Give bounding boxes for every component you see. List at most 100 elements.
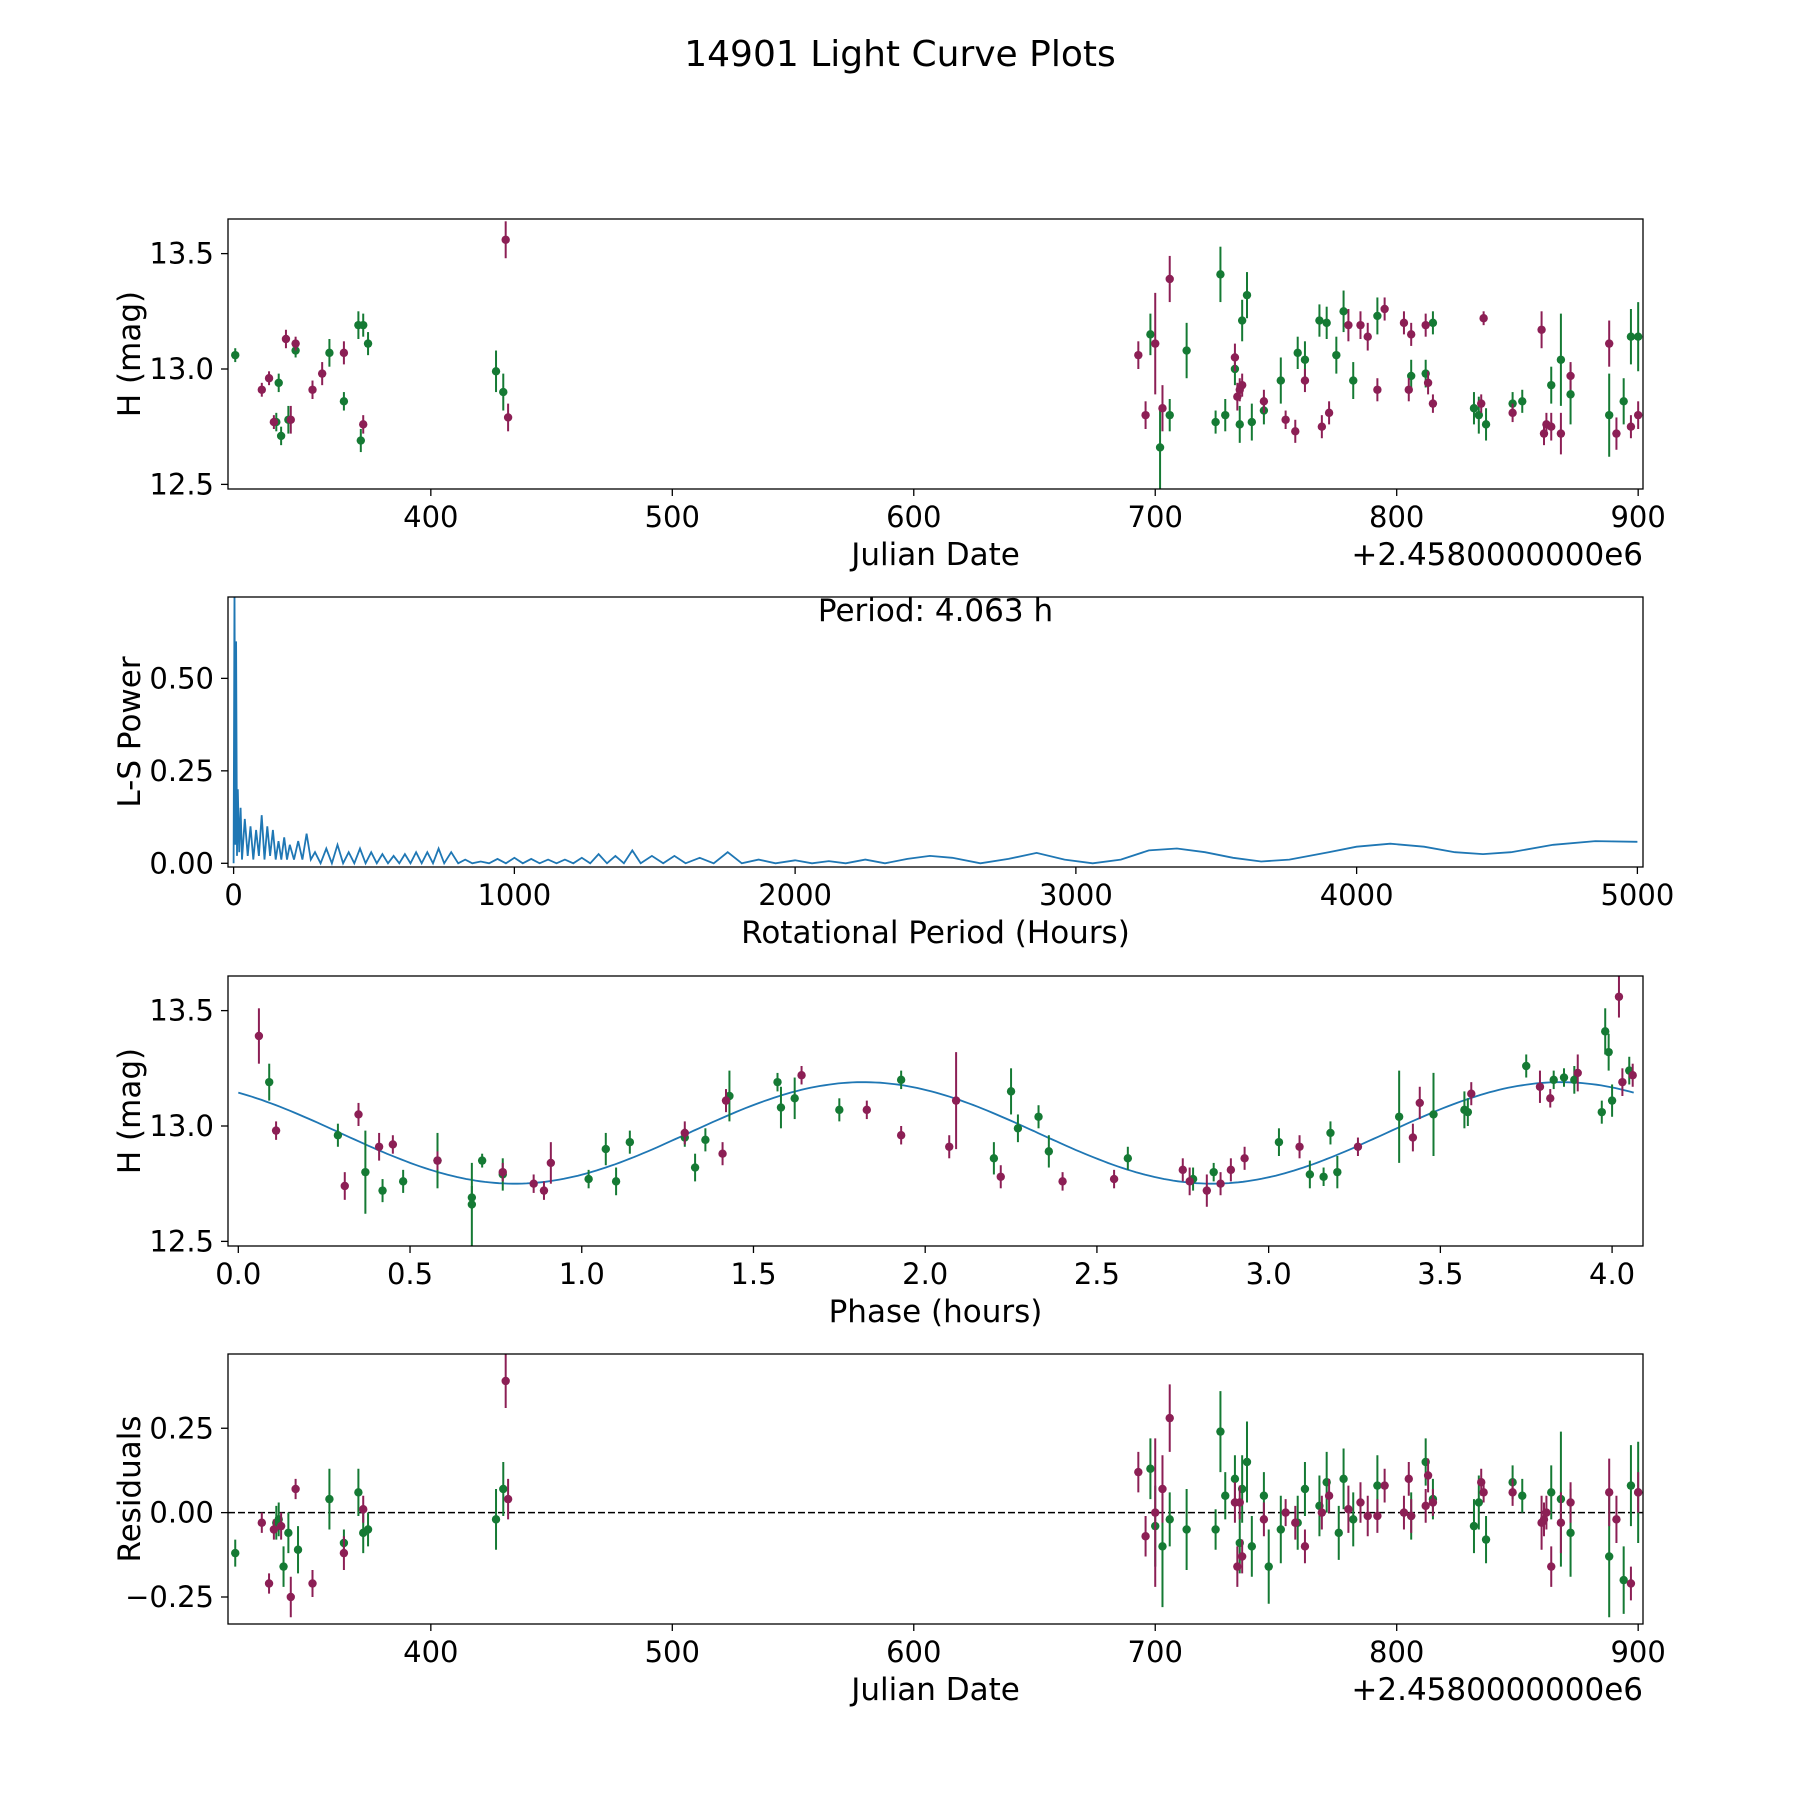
series-green: [265, 1008, 1634, 1246]
data-point: [1547, 1562, 1556, 1571]
data-point: [1542, 1508, 1551, 1517]
data-point: [257, 385, 267, 394]
y-tick-label: 0.25: [149, 1411, 214, 1445]
x-tick-label: 900: [1610, 1635, 1665, 1669]
data-point: [1479, 1488, 1488, 1497]
x-tick-label: 0.5: [387, 1257, 433, 1291]
data-point: [1479, 314, 1488, 323]
data-point: [1421, 320, 1430, 330]
plot-area: [238, 976, 1637, 1246]
data-point: [1618, 1077, 1627, 1087]
data-point: [790, 1094, 799, 1103]
data-point: [896, 1131, 906, 1140]
data-point: [1547, 422, 1556, 431]
data-point: [529, 1179, 538, 1188]
data-point: [1619, 397, 1628, 406]
data-point: [1404, 1474, 1413, 1484]
data-point: [388, 1140, 398, 1149]
data-point: [1619, 1575, 1628, 1585]
data-point: [433, 1156, 442, 1165]
data-point: [1570, 1075, 1579, 1085]
data-point: [1305, 1170, 1315, 1179]
data-point: [499, 387, 508, 397]
data-point: [1344, 320, 1353, 330]
x-tick-label: 2000: [758, 878, 832, 912]
data-point: [1556, 355, 1566, 364]
y-tick-label: −0.25: [125, 1580, 214, 1614]
data-point: [1537, 325, 1546, 334]
data-point: [398, 1177, 408, 1186]
data-point: [1242, 1457, 1252, 1467]
panel-phase: 0.0 0.5 1.0 1.5 2.0 2.5 3.0 3.5 4.0 12.5 13.0 13.5 P…: [112, 975, 1644, 1330]
data-point: [1474, 1498, 1484, 1507]
data-point: [1467, 1089, 1476, 1098]
data-point: [491, 1515, 501, 1524]
data-point: [1158, 1484, 1167, 1494]
data-point: [1556, 429, 1566, 438]
data-point: [601, 1144, 610, 1154]
data-point: [1259, 1491, 1269, 1500]
data-point: [1339, 1474, 1348, 1484]
panel-lightcurve: 400 500 600 700 800 900 12.5 13.0 13.5 Julian Dat…: [112, 218, 1666, 573]
data-point: [1276, 1525, 1285, 1534]
data-point: [325, 1494, 334, 1504]
data-point: [1604, 1047, 1613, 1057]
data-point: [1626, 422, 1636, 431]
data-point: [1380, 1481, 1389, 1490]
axes-frame: [227, 1353, 1644, 1625]
x-tick-label: 3000: [1039, 878, 1113, 912]
data-point: [1058, 1177, 1067, 1186]
data-point: [467, 1200, 477, 1209]
data-point: [989, 1154, 999, 1163]
x-tick-label: 3.5: [1417, 1257, 1463, 1291]
data-point: [1146, 1464, 1155, 1473]
data-point: [286, 415, 295, 424]
data-point: [1356, 320, 1365, 330]
data-point: [1356, 1498, 1365, 1507]
data-point: [359, 1505, 368, 1514]
data-point: [1535, 1082, 1545, 1091]
panel-periodogram: 0 1000 2000 3000 4000 5000 0.00 0.25 0.50 Rotatio…: [112, 593, 1674, 951]
data-point: [1216, 270, 1225, 279]
figure-title: 14901 Light Curve Plots: [684, 34, 1116, 75]
series-green: [231, 246, 1643, 489]
data-point: [1233, 1562, 1242, 1571]
data-point: [1508, 399, 1517, 408]
axes-frame: [227, 218, 1644, 490]
data-point: [1322, 318, 1331, 328]
data-point: [1202, 1186, 1212, 1195]
data-point: [1165, 1413, 1174, 1423]
data-point: [269, 1525, 279, 1534]
x-tick-label: 1.5: [730, 1257, 776, 1291]
data-point: [1349, 1515, 1358, 1524]
data-point: [1406, 330, 1416, 339]
x-tick-label: 700: [1128, 1635, 1183, 1669]
y-tick-label: 13.5: [149, 994, 214, 1028]
data-point: [1477, 399, 1486, 408]
x-axis-label: Phase (hours): [829, 1294, 1043, 1330]
data-point: [498, 1167, 507, 1177]
data-point: [1276, 376, 1285, 385]
power-line: [232, 597, 1638, 867]
data-point: [1566, 1498, 1575, 1507]
data-point: [286, 1592, 295, 1602]
x-tick-label: 1000: [477, 878, 551, 912]
data-point: [1549, 1075, 1558, 1085]
data-point: [1601, 1027, 1610, 1036]
data-point: [1044, 1147, 1054, 1156]
data-point: [1235, 1498, 1244, 1507]
data-point: [1300, 1542, 1310, 1551]
data-point: [1247, 417, 1257, 427]
data-point: [1508, 408, 1517, 418]
data-point: [1237, 316, 1247, 325]
data-point: [1324, 1491, 1334, 1500]
data-point: [1547, 1488, 1556, 1497]
y-tick-label: 13.5: [149, 237, 214, 271]
data-point: [281, 334, 291, 344]
data-point: [339, 1548, 349, 1558]
data-point: [546, 1158, 556, 1168]
data-point: [1165, 1515, 1174, 1524]
y-axis-label: H (mag): [112, 1048, 148, 1174]
period-annotation: Period: 4.063 h: [818, 593, 1053, 629]
data-point: [721, 1096, 731, 1105]
